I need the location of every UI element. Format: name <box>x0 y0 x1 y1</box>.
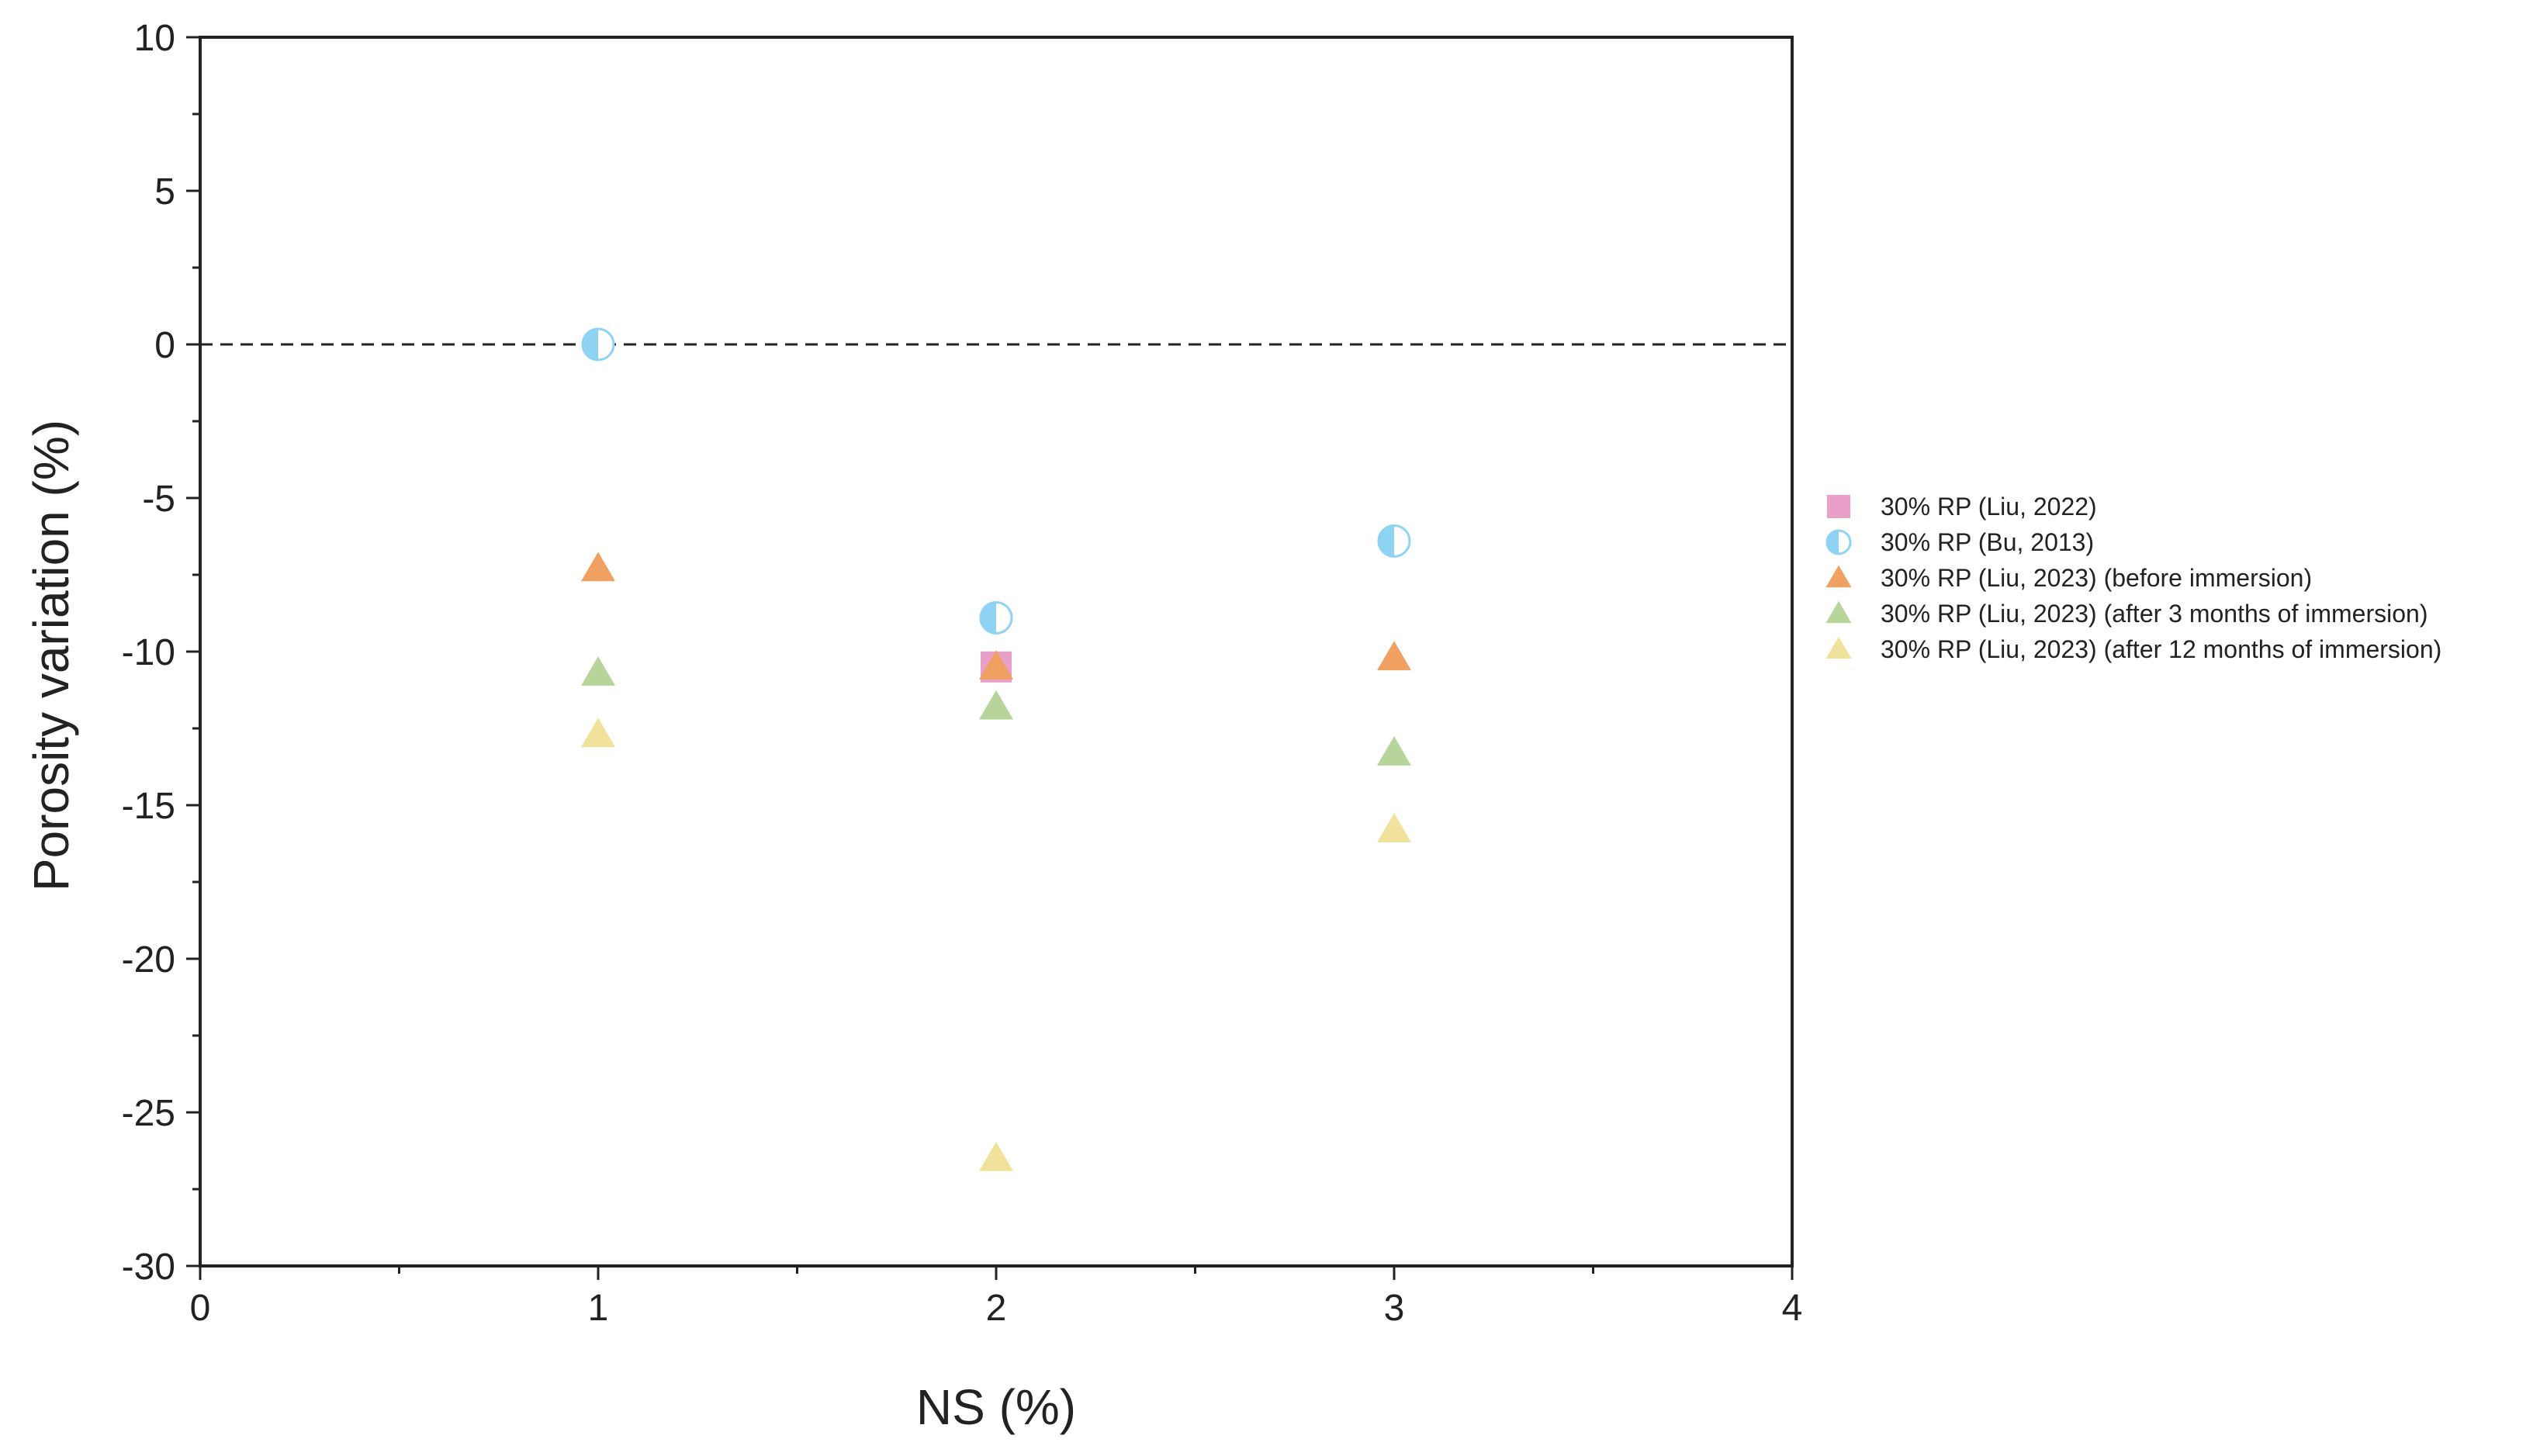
legend-label: 30% RP (Bu, 2013) <box>1881 528 2094 556</box>
x-tick-label: 3 <box>1384 1288 1405 1329</box>
data-point <box>1377 813 1411 842</box>
y-axis-title: Porosity variation (%) <box>23 420 79 891</box>
marker-fill <box>981 602 996 634</box>
plot-area <box>200 327 1792 1171</box>
legend-label: 30% RP (Liu, 2022) <box>1881 493 2097 520</box>
data-point <box>581 327 615 361</box>
x-tick-label: 4 <box>1782 1288 1803 1329</box>
legend-label: 30% RP (Liu, 2023) (after 12 months of i… <box>1881 635 2441 663</box>
marker-fill <box>1379 525 1394 557</box>
y-tick-label: -10 <box>122 632 175 673</box>
y-tick-label: 5 <box>154 171 175 213</box>
y-tick-label: -30 <box>122 1247 175 1288</box>
x-tick-label: 1 <box>588 1288 609 1329</box>
legend-label: 30% RP (Liu, 2023) (before immersion) <box>1881 564 2312 592</box>
data-point <box>1377 736 1411 766</box>
data-point <box>979 1141 1013 1171</box>
legend: 30% RP (Liu, 2022) 30% RP (Bu, 2013) 30% R… <box>1825 493 2441 663</box>
legend-marker <box>1827 495 1850 518</box>
marker-fill <box>1827 531 1839 554</box>
x-axis-title: NS (%) <box>916 1379 1076 1435</box>
x-tick-label: 0 <box>190 1288 211 1329</box>
axes: 0 1 2 3 4 10 5 0 -5 -10 -15 -20 -25 -30 <box>122 18 1803 1329</box>
legend-marker <box>1825 636 1852 659</box>
series-4 <box>581 656 1411 766</box>
data-point <box>979 690 1013 720</box>
legend-marker <box>1825 600 1852 624</box>
series-3 <box>581 552 1411 680</box>
y-tick-label: -5 <box>142 479 175 520</box>
data-point <box>581 656 615 686</box>
data-point <box>979 600 1013 635</box>
series-2 <box>581 327 1411 635</box>
legend-marker <box>1825 529 1852 555</box>
y-tick-label: -15 <box>122 786 175 827</box>
legend-label: 30% RP (Liu, 2023) (after 3 months of im… <box>1881 600 2428 628</box>
data-point <box>581 718 615 748</box>
series-5 <box>581 718 1411 1171</box>
y-tick-label: 0 <box>154 325 175 366</box>
y-tick-label: 10 <box>134 18 175 59</box>
y-tick-label: -25 <box>122 1093 175 1134</box>
legend-marker <box>1825 565 1852 588</box>
y-tick-label: -20 <box>122 939 175 980</box>
x-tick-label: 2 <box>986 1288 1007 1329</box>
marker-fill <box>583 329 598 360</box>
data-point <box>1377 524 1411 558</box>
data-point <box>581 552 615 582</box>
data-point <box>979 650 1013 680</box>
data-point <box>1377 641 1411 671</box>
